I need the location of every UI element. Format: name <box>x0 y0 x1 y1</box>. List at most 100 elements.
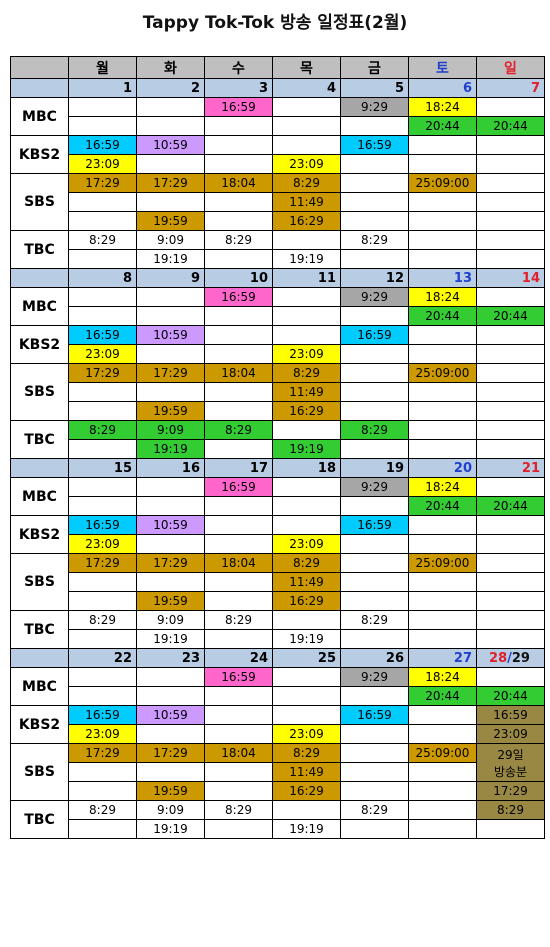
schedule-cell <box>340 363 409 383</box>
schedule-cell <box>204 154 273 174</box>
time-cell: 25:09:00 <box>408 363 477 383</box>
schedule-cell <box>476 287 545 307</box>
schedule-cell <box>272 135 341 155</box>
time-cell: 20:44 <box>408 116 477 136</box>
date-cell: 10 <box>204 268 273 288</box>
time-cell: 18:24 <box>408 667 477 687</box>
schedule-cell <box>272 287 341 307</box>
time-cell: 23:09 <box>68 344 137 364</box>
schedule-cell <box>272 800 341 820</box>
time-cell: 23:09 <box>272 344 341 364</box>
schedule-cell <box>476 97 545 117</box>
schedule-cell <box>272 420 341 440</box>
time-cell: 16:59 <box>340 325 409 345</box>
schedule-cell <box>136 344 205 364</box>
date-corner <box>10 648 69 668</box>
time-cell: 8:29 <box>272 363 341 383</box>
schedule-cell <box>408 344 477 364</box>
schedule-cell <box>272 97 341 117</box>
schedule-cell <box>476 363 545 383</box>
schedule-cell <box>340 439 409 459</box>
schedule-cell <box>340 553 409 573</box>
schedule-cell <box>408 439 477 459</box>
schedule-cell <box>476 173 545 193</box>
channel-sbs: SBS <box>10 363 69 421</box>
time-cell: 8:29 <box>68 230 137 250</box>
time-cell: 20:44 <box>476 306 545 326</box>
schedule-cell <box>408 420 477 440</box>
time-cell: 17:29 <box>68 363 137 383</box>
channel-sbs: SBS <box>10 743 69 801</box>
schedule-cell <box>272 116 341 136</box>
time-cell: 8:29 <box>340 800 409 820</box>
schedule-cell <box>408 192 477 212</box>
date-corner <box>10 268 69 288</box>
schedule-cell <box>340 496 409 516</box>
channel-tbc: TBC <box>10 420 69 459</box>
schedule-cell <box>408 534 477 554</box>
schedule-cell <box>68 762 137 782</box>
time-cell: 19:19 <box>136 629 205 649</box>
schedule-cell <box>408 800 477 820</box>
schedule-cell <box>272 496 341 516</box>
time-cell: 8:29 <box>272 743 341 763</box>
time-cell: 20:44 <box>408 496 477 516</box>
schedule-cell <box>136 477 205 497</box>
schedule-cell <box>340 173 409 193</box>
schedule-cell <box>340 249 409 269</box>
schedule-cell <box>204 534 273 554</box>
schedule-cell <box>136 116 205 136</box>
time-cell: 8:29 <box>204 800 273 820</box>
schedule-cell <box>476 154 545 174</box>
time-cell: 16:59 <box>340 135 409 155</box>
time-cell: 16:59 <box>204 477 273 497</box>
date-corner <box>10 458 69 478</box>
date-cell-sunday: 21 <box>476 458 545 478</box>
channel-sbs: SBS <box>10 173 69 231</box>
time-cell: 17:29 <box>136 743 205 763</box>
schedule-cell <box>204 591 273 611</box>
time-cell: 9:29 <box>340 667 409 687</box>
schedule-cell <box>204 705 273 725</box>
schedule-cell <box>476 667 545 687</box>
schedule-cell <box>204 382 273 402</box>
time-cell: 9:29 <box>340 287 409 307</box>
time-cell: 11:49 <box>272 382 341 402</box>
channel-mbc: MBC <box>10 97 69 136</box>
schedule-cell <box>408 724 477 744</box>
time-cell: 8:29 <box>204 420 273 440</box>
time-cell: 11:49 <box>272 762 341 782</box>
time-cell: 17:29 <box>136 173 205 193</box>
date-cell-saturday: 13 <box>408 268 477 288</box>
date-cell-sunday: 14 <box>476 268 545 288</box>
schedule-cell <box>340 591 409 611</box>
schedule-cell <box>476 553 545 573</box>
time-cell: 17:29 <box>68 173 137 193</box>
time-cell: 19:19 <box>136 439 205 459</box>
schedule-cell <box>136 724 205 744</box>
time-cell: 18:24 <box>408 477 477 497</box>
time-cell: 20:44 <box>408 686 477 706</box>
time-cell: 18:24 <box>408 287 477 307</box>
time-cell: 8:29 <box>68 800 137 820</box>
schedule-cell <box>204 496 273 516</box>
schedule-cell <box>476 819 545 839</box>
date-cell: 2 <box>136 78 205 98</box>
time-cell: 25:09:00 <box>408 173 477 193</box>
schedule-cell <box>408 135 477 155</box>
schedule-cell <box>340 572 409 592</box>
schedule-cell <box>476 572 545 592</box>
schedule-cell <box>204 401 273 421</box>
schedule-cell <box>340 211 409 231</box>
schedule-cell <box>408 591 477 611</box>
schedule-cell <box>272 686 341 706</box>
channel-sbs: SBS <box>10 553 69 611</box>
date-cell: 23 <box>136 648 205 668</box>
time-cell: 25:09:00 <box>408 553 477 573</box>
channel-mbc: MBC <box>10 667 69 706</box>
time-cell: 17:29 <box>136 553 205 573</box>
schedule-cell <box>136 686 205 706</box>
time-cell: 23:09 <box>272 154 341 174</box>
time-cell: 8:29 <box>340 610 409 630</box>
schedule-cell <box>340 192 409 212</box>
